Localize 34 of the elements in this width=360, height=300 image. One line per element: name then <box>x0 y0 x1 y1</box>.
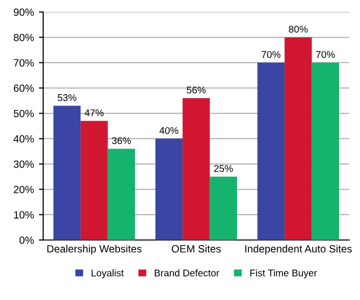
data-label: 56% <box>186 86 206 94</box>
bar <box>182 98 210 240</box>
bar <box>108 148 135 240</box>
y-tick-label: 20% <box>14 186 34 194</box>
bar <box>210 176 237 240</box>
data-label: 53% <box>58 94 76 102</box>
bar <box>257 62 285 240</box>
y-tick-label: 50% <box>14 110 34 118</box>
data-label: 70% <box>262 51 280 58</box>
legend-label: Fist Time Buyer <box>250 269 317 278</box>
y-tick-label: 0% <box>20 236 34 244</box>
y-tick-label: 40% <box>14 135 34 143</box>
y-tick-label: 80% <box>14 34 34 42</box>
y-tick-label: 90% <box>14 8 34 16</box>
x-tick-label: Dealership Websites <box>47 244 142 255</box>
bar <box>80 120 108 240</box>
bar <box>284 37 312 240</box>
y-tick-label: 60% <box>14 84 34 92</box>
bar <box>312 62 339 240</box>
data-label: 25% <box>214 165 233 172</box>
y-tick-label: 10% <box>14 211 34 219</box>
bar <box>155 138 183 240</box>
data-label: 40% <box>159 127 178 134</box>
x-tick-label: Independent Auto Sites <box>245 244 352 255</box>
data-label: 47% <box>84 109 104 116</box>
bar <box>53 106 81 240</box>
y-tick-label: 70% <box>14 59 34 67</box>
data-label: 36% <box>112 137 131 144</box>
data-label: 70% <box>316 51 335 58</box>
legend-label: Loyalist <box>92 269 124 278</box>
data-label: 80% <box>288 26 308 33</box>
legend-label: Brand Defector <box>154 269 220 276</box>
y-tick-label: 30% <box>14 160 34 168</box>
x-tick-label: OEM Sites <box>172 244 221 253</box>
